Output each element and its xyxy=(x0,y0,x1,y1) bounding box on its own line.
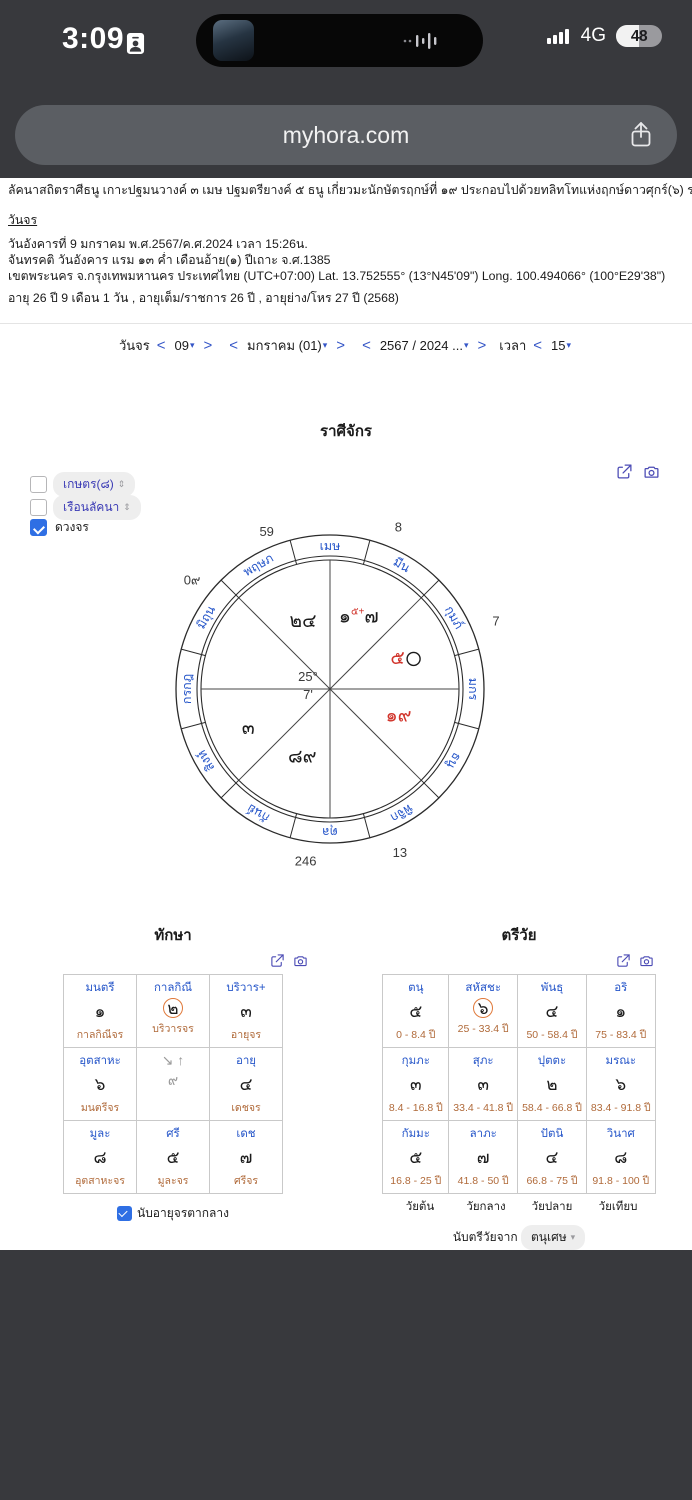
svg-text:๕: ๕ xyxy=(390,648,404,669)
svg-text:7: 7 xyxy=(492,613,499,628)
svg-text:8: 8 xyxy=(395,519,402,534)
svg-text:ตุล: ตุล xyxy=(322,824,338,839)
svg-text:25°: 25° xyxy=(298,669,318,684)
svg-text:7': 7' xyxy=(303,687,313,702)
svg-text:เมษ: เมษ xyxy=(320,539,341,553)
svg-text:พิจิก: พิจิก xyxy=(388,801,415,825)
svg-text:กุมภ์: กุมภ์ xyxy=(441,604,466,632)
svg-text:๓: ๓ xyxy=(242,718,255,739)
svg-text:๒๔: ๒๔ xyxy=(290,611,317,632)
svg-text:กันย์: กันย์ xyxy=(245,801,272,825)
svg-text:0๙: 0๙ xyxy=(184,573,201,588)
svg-text:กรกฎ: กรกฎ xyxy=(180,674,194,704)
svg-text:๘๙: ๘๙ xyxy=(288,747,317,768)
svg-text:246: 246 xyxy=(295,854,317,869)
svg-text:๑๙: ๑๙ xyxy=(386,706,412,727)
svg-text:สิงห์: สิงห์ xyxy=(194,748,217,774)
svg-text:มกร: มกร xyxy=(466,678,480,701)
svg-text:59: 59 xyxy=(259,524,273,539)
svg-text:มิถุน: มิถุน xyxy=(194,603,219,632)
svg-text:๑๕+๗: ๑๕+๗ xyxy=(339,607,379,628)
svg-text:ธนู: ธนู xyxy=(443,750,464,772)
svg-text:13: 13 xyxy=(393,845,407,860)
